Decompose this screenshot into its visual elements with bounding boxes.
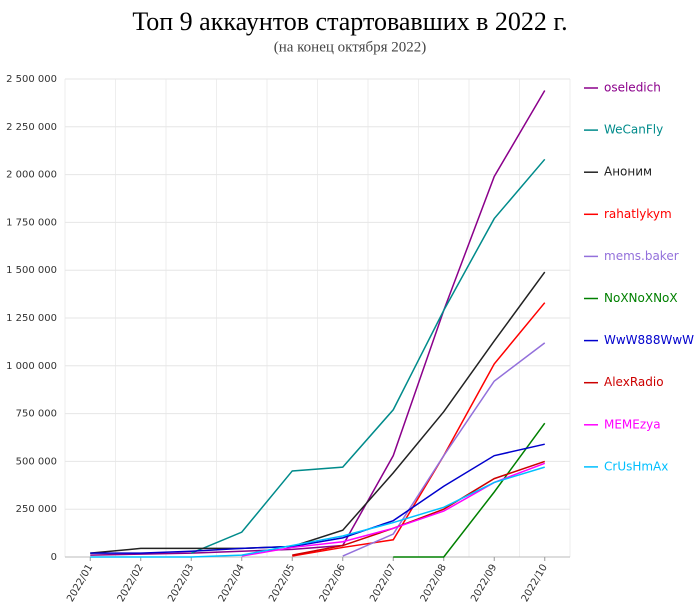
- chart-subtitle: (на конец октября 2022): [274, 39, 427, 55]
- x-tick-label: 2022/08: [419, 563, 449, 604]
- legend-label: rahatlykym: [604, 207, 672, 221]
- x-tick-label: 2022/03: [166, 563, 196, 604]
- y-tick-label: 1 250 000: [6, 313, 57, 324]
- legend-label: WwW888WwW: [604, 333, 694, 347]
- series-line: [292, 460, 545, 556]
- legend-label: oseledich: [604, 81, 661, 95]
- series-line: [342, 342, 546, 557]
- y-tick-label: 500 000: [16, 456, 57, 467]
- y-tick-label: 1 750 000: [6, 217, 57, 228]
- x-tick-label: 2022/05: [267, 563, 297, 604]
- legend-label: MEMEzya: [604, 417, 661, 431]
- y-tick-label: 250 000: [16, 504, 57, 515]
- series-line: [190, 158, 546, 554]
- y-tick-label: 0: [51, 552, 57, 563]
- x-tick-label: 2022/02: [116, 563, 146, 604]
- legend-label: Аноним: [604, 165, 652, 179]
- legend-label: mems.baker: [604, 249, 679, 263]
- legend-label: NoXNoXNoX: [604, 291, 678, 305]
- series-line: [90, 466, 545, 558]
- series-line: [292, 302, 546, 557]
- y-tick-label: 1 500 000: [6, 265, 57, 276]
- legend-label: CrUsHmAx: [604, 459, 668, 473]
- x-tick-label: 2022/04: [217, 563, 247, 604]
- x-tick-label: 2022/07: [368, 563, 398, 604]
- y-tick-label: 750 000: [16, 409, 57, 420]
- series-line: [90, 271, 546, 554]
- series-line: [393, 422, 546, 558]
- chart-title: Топ 9 аккаунтов стартовавших в 2022 г.: [132, 7, 567, 36]
- x-tick-label: 2022/01: [65, 563, 95, 604]
- y-tick-label: 2 500 000: [6, 74, 57, 85]
- y-tick-label: 2 000 000: [6, 170, 57, 181]
- x-tick-label: 2022/06: [318, 563, 348, 604]
- series-line: [90, 90, 546, 556]
- y-tick-label: 1 000 000: [6, 361, 57, 372]
- series-line: [90, 443, 545, 554]
- y-tick-label: 2 250 000: [6, 122, 57, 133]
- x-tick-label: 2022/10: [520, 563, 550, 604]
- legend-label: WeCanFly: [604, 123, 663, 137]
- x-tick-label: 2022/09: [469, 563, 499, 604]
- legend-label: AlexRadio: [604, 375, 664, 389]
